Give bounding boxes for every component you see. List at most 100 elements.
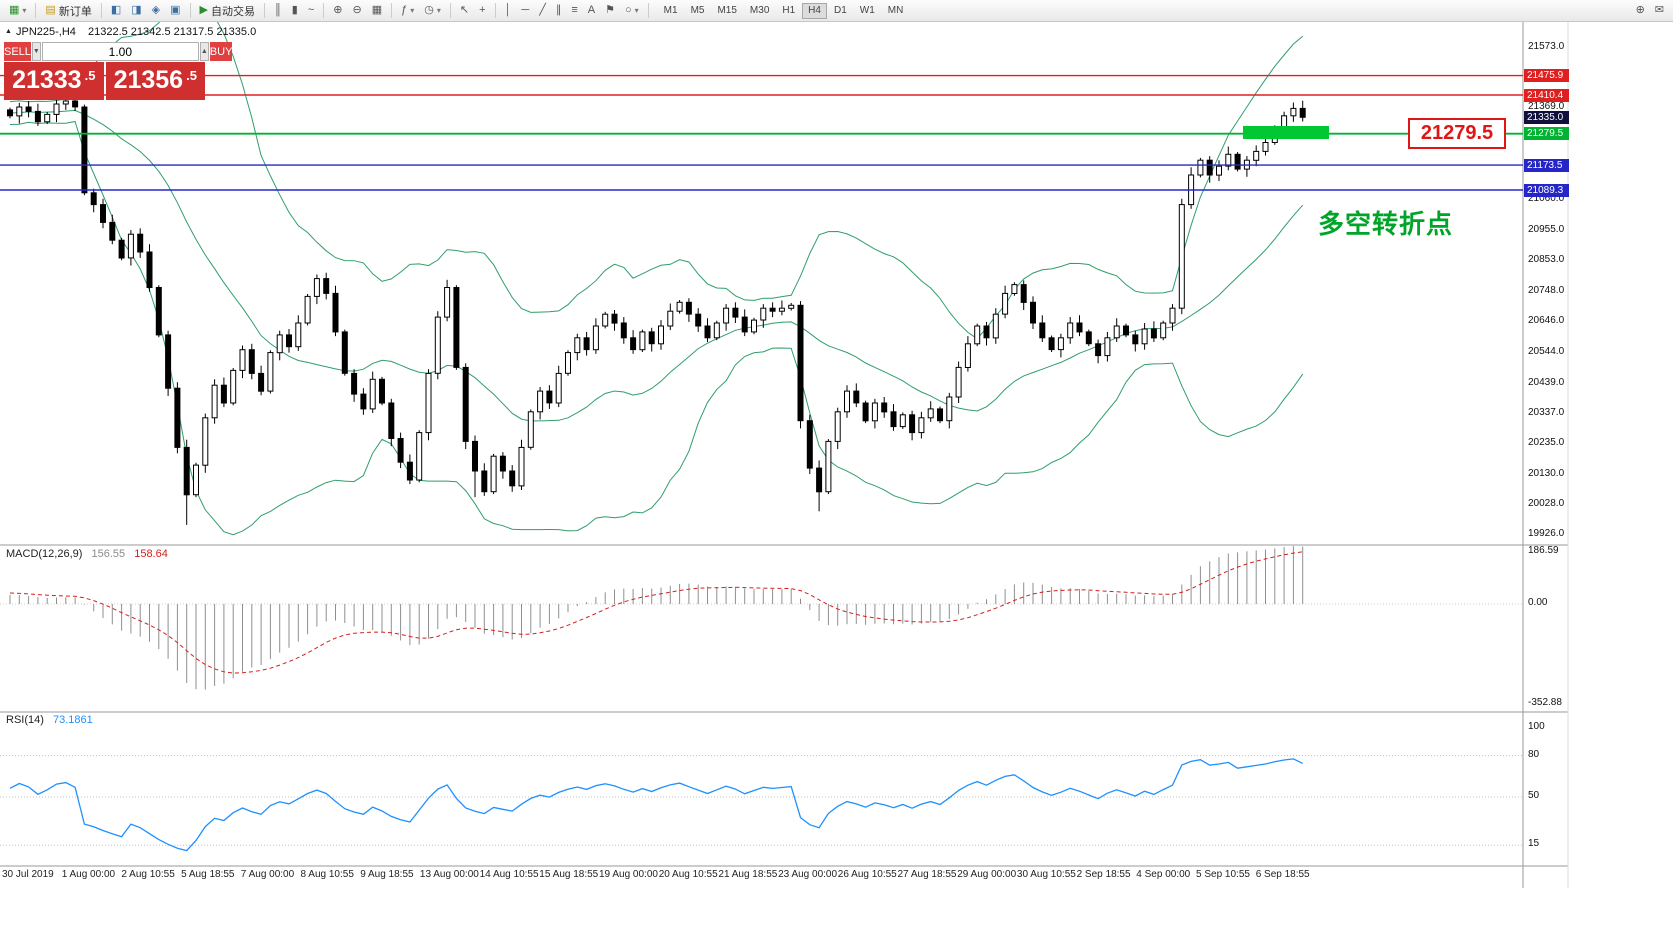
clock-icon: ◷ xyxy=(424,4,434,16)
price-level-tag[interactable]: 21279.5 xyxy=(1524,127,1569,141)
line-chart-icon: ~ xyxy=(307,4,315,16)
price-level-tag[interactable]: 21089.3 xyxy=(1524,183,1569,197)
play-icon: ▶ xyxy=(199,4,208,16)
price-axis-label: 20955.0 xyxy=(1528,223,1565,235)
buy-button[interactable]: BUY xyxy=(209,42,233,61)
trade-panel-toggle[interactable]: ▲ xyxy=(5,28,12,35)
auto-trading-button[interactable]: ▶ 自动交易 xyxy=(196,2,259,20)
candle-chart-icon: ▮ xyxy=(291,4,298,16)
price-callout-box[interactable]: 21279.5 xyxy=(1408,118,1506,149)
fibonacci-icon: ≡ xyxy=(571,4,578,16)
ohlc-values: 21322.5 21342.5 21317.5 21335.0 xyxy=(87,26,257,38)
symbol-info: JPN225-,H4 21322.5 21342.5 21317.5 21335… xyxy=(16,26,256,38)
volume-input[interactable] xyxy=(41,42,199,61)
candlestick-series xyxy=(7,93,1306,525)
zoom-in-button[interactable]: ⊕ xyxy=(329,2,346,20)
bar-chart-button[interactable]: ║ xyxy=(270,2,286,20)
arrows-tool-button[interactable]: ⚑ xyxy=(601,2,619,20)
market-watch-button[interactable]: ◧ xyxy=(107,2,125,20)
vertical-line-icon: │ xyxy=(504,4,512,16)
price-axis-label: 20646.0 xyxy=(1528,315,1565,327)
timeframe-button-d1[interactable]: D1 xyxy=(833,4,847,16)
time-axis-label: 26 Aug 10:55 xyxy=(837,869,897,880)
channel-tool-button[interactable]: ∥ xyxy=(552,2,566,20)
candle-chart-button[interactable]: ▮ xyxy=(288,2,302,20)
crosshair-icon: + xyxy=(479,4,486,16)
time-axis-label: 20 Aug 10:55 xyxy=(658,869,718,880)
new-order-button[interactable]: ▤ 新订单 xyxy=(41,2,95,20)
periods-button[interactable]: ◷ ▾ xyxy=(420,2,445,20)
timeframe-button-m15[interactable]: M15 xyxy=(717,4,737,16)
text-tool-button[interactable]: A xyxy=(584,2,599,20)
indicators-icon: ƒ xyxy=(401,4,408,16)
rsi-line xyxy=(9,758,1303,852)
sell-price-button[interactable]: 21333 .5 xyxy=(4,62,104,100)
line-chart-button[interactable]: ~ xyxy=(304,2,318,20)
text-tool-icon: A xyxy=(587,4,596,16)
search-button[interactable]: ⊕ xyxy=(1632,2,1649,20)
timeframe-button-m1[interactable]: M1 xyxy=(663,4,678,16)
timeframe-button-h1[interactable]: H1 xyxy=(782,4,796,16)
time-axis-label: 4 Sep 00:00 xyxy=(1136,869,1191,880)
price-level-tag[interactable]: 21475.9 xyxy=(1524,69,1569,83)
price-axis-label: 21369.0 xyxy=(1528,101,1565,113)
shapes-tool-button[interactable]: ○ ▾ xyxy=(621,2,643,20)
time-axis-label: 5 Aug 18:55 xyxy=(181,869,235,880)
channel-icon: ∥ xyxy=(555,4,562,16)
price-axis-label: 19926.0 xyxy=(1528,528,1565,540)
macd-histogram xyxy=(9,546,1304,690)
timeframe-button-m5[interactable]: M5 xyxy=(690,4,705,16)
rsi-scale-label: 50 xyxy=(1528,790,1540,801)
rsi-scale-label: 100 xyxy=(1528,721,1545,732)
bar-chart-icon: ║ xyxy=(273,4,282,16)
zoom-out-button[interactable]: ⊖ xyxy=(349,2,366,20)
time-axis-label: 27 Aug 18:55 xyxy=(897,869,957,880)
cursor-button[interactable]: ↖ xyxy=(456,2,473,20)
price-axis-label: 20130.0 xyxy=(1528,468,1565,479)
price-axis-label: 20853.0 xyxy=(1528,254,1565,265)
arrows-tool-icon: ⚑ xyxy=(605,4,615,16)
timeframe-button-m30[interactable]: M30 xyxy=(749,4,770,16)
navigator-icon: ◈ xyxy=(151,4,161,16)
timeframe-button-w1[interactable]: W1 xyxy=(859,4,875,16)
buy-price-button[interactable]: 21356 .5 xyxy=(105,62,205,100)
tile-windows-button[interactable]: ▦ xyxy=(368,2,386,20)
chart-annotation-text[interactable]: 多空转折点 xyxy=(1318,209,1454,239)
rsi-value: 73.1861 xyxy=(52,714,93,726)
time-axis-label: 9 Aug 18:55 xyxy=(360,869,414,880)
data-window-icon: ◨ xyxy=(131,4,142,16)
chat-button[interactable]: ✉ xyxy=(1651,2,1668,20)
time-axis-label: 29 Aug 00:00 xyxy=(957,869,1017,880)
buy-price-value: 21356 xyxy=(113,66,184,94)
crosshair-button[interactable]: + xyxy=(475,2,489,20)
price-axis-label: 20337.0 xyxy=(1528,406,1565,418)
caret-down-icon: ▼ xyxy=(32,48,40,55)
new-chart-button[interactable]: ▦ ▾ xyxy=(5,2,30,20)
price-level-tag[interactable]: 21173.5 xyxy=(1524,158,1569,172)
data-window-button[interactable]: ◨ xyxy=(127,2,145,20)
toolbar: ▦ ▾ ▤ 新订单 ◧ ◨ ◈ ▣ ▶ 自动交易 ║ ▮ ~ ⊕ ⊖ ▦ ƒ ▾… xyxy=(0,0,1673,22)
highlight-rectangle[interactable] xyxy=(1243,126,1329,139)
horizontal-line-tool-button[interactable]: ─ xyxy=(517,2,533,20)
macd-indicator-label: MACD(12,26,9) 156.55 158.64 xyxy=(6,548,168,560)
toolbar-separator xyxy=(189,3,191,18)
time-axis-label: 2 Aug 10:55 xyxy=(121,869,175,880)
fibonacci-tool-button[interactable]: ≡ xyxy=(567,2,581,20)
navigator-button[interactable]: ◈ xyxy=(148,2,164,20)
timeframe-button-mn[interactable]: MN xyxy=(887,4,904,16)
time-axis-label: 1 Aug 00:00 xyxy=(61,869,116,880)
trendline-tool-button[interactable]: ╱ xyxy=(535,2,550,20)
sell-button[interactable]: SELL xyxy=(4,42,31,61)
terminal-button[interactable]: ▣ xyxy=(166,2,184,20)
rsi-indicator-label: RSI(14) 73.1861 xyxy=(6,714,93,726)
time-axis-label: 5 Sep 10:55 xyxy=(1196,869,1250,880)
volume-increase-button[interactable]: ▲ xyxy=(199,42,209,61)
price-level-tag[interactable]: 21410.4 xyxy=(1524,88,1569,102)
timeframe-button-h4[interactable]: H4 xyxy=(802,2,827,19)
volume-decrease-button[interactable]: ▼ xyxy=(31,42,41,61)
indicators-button[interactable]: ƒ ▾ xyxy=(397,2,418,20)
time-axis-label: 23 Aug 00:00 xyxy=(778,869,838,880)
vertical-line-tool-button[interactable]: │ xyxy=(501,2,516,20)
time-axis-label: 19 Aug 00:00 xyxy=(599,869,658,880)
